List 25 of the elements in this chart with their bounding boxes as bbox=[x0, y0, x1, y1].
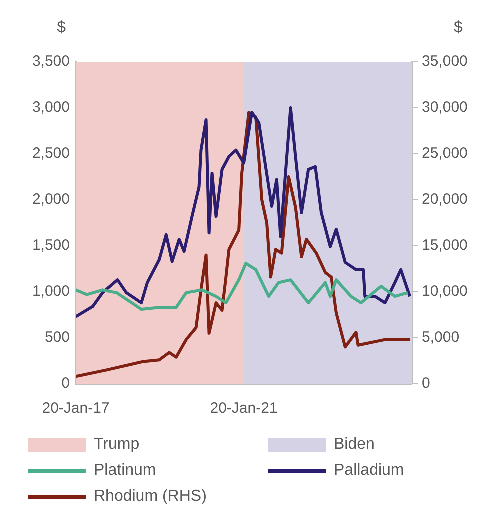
y2-axis-title: $ bbox=[454, 19, 463, 36]
y-tick-label: 1,000 bbox=[32, 283, 70, 300]
y-tick-label: 500 bbox=[44, 329, 70, 346]
y2-tick-label: 35,000 bbox=[422, 53, 468, 70]
y2-tick-label: 5,000 bbox=[422, 329, 460, 346]
x-tick-label: 20-Jan-21 bbox=[210, 400, 278, 418]
legend-label: Platinum bbox=[94, 462, 156, 480]
y2-tick-label: 25,000 bbox=[422, 145, 468, 162]
y2-tick-label: 20,000 bbox=[422, 191, 468, 208]
legend-label: Trump bbox=[94, 436, 140, 454]
x-tick-label: 20-Jan-17 bbox=[42, 400, 110, 418]
y-tick-label: 0 bbox=[62, 375, 70, 392]
y-tick-label: 1,500 bbox=[32, 237, 70, 254]
y2-tick-label: 30,000 bbox=[422, 99, 468, 116]
legend-label: Rhodium (RHS) bbox=[94, 488, 207, 506]
legend-label: Palladium bbox=[334, 462, 404, 480]
y-tick-label: 2,500 bbox=[32, 145, 70, 162]
y2-tick-label: 10,000 bbox=[422, 283, 468, 300]
y2-tick-label: 15,000 bbox=[422, 237, 468, 254]
y-tick-label: 3,500 bbox=[32, 53, 70, 70]
y-tick-label: 3,000 bbox=[32, 99, 70, 116]
y-axis-title: $ bbox=[57, 19, 66, 36]
y-tick-label: 2,000 bbox=[32, 191, 70, 208]
legend-label: Biden bbox=[334, 436, 375, 454]
y2-tick-label: 0 bbox=[422, 375, 430, 392]
